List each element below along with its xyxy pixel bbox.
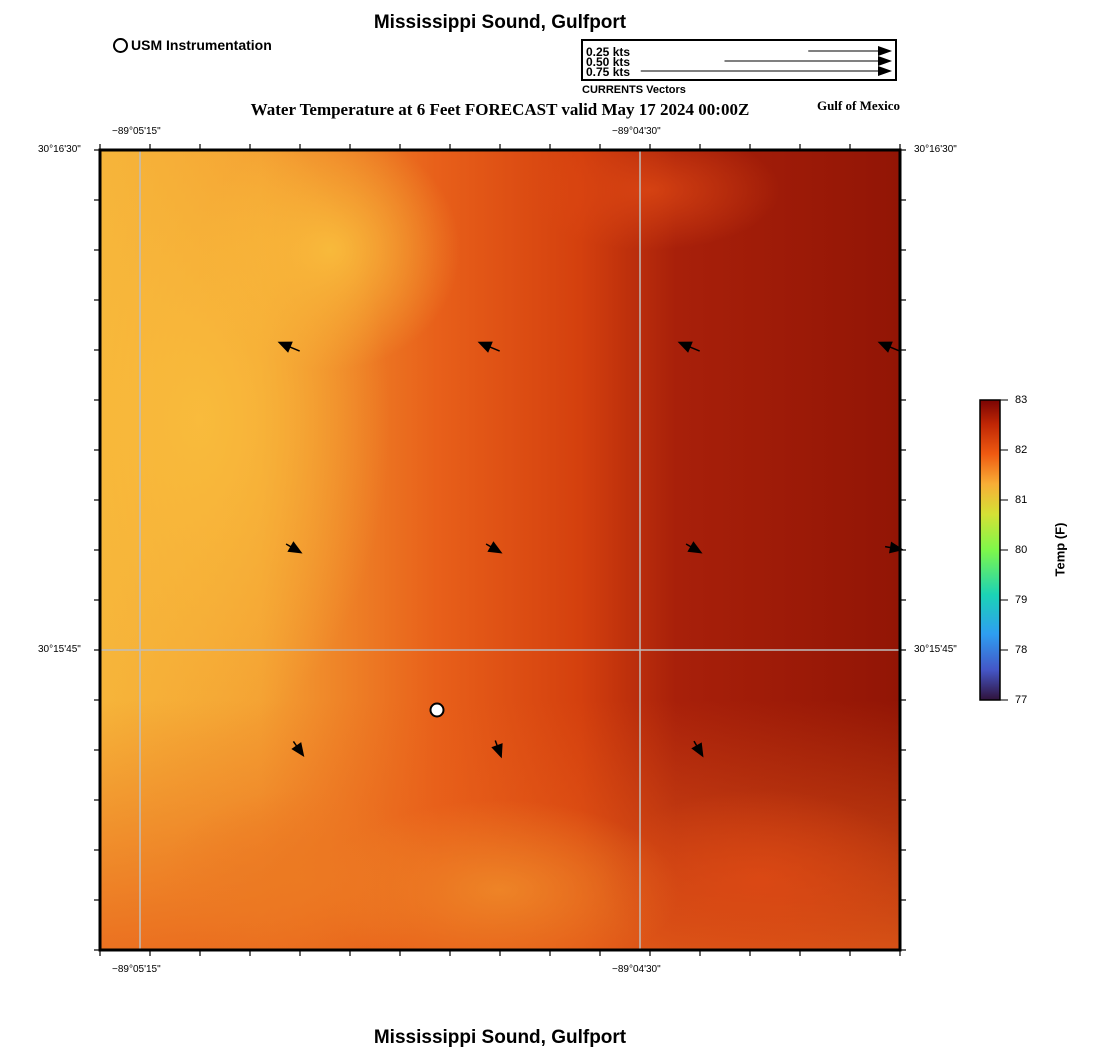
vector-scale-label: 0.50 kts: [586, 55, 631, 69]
scale-arrow-icon: [640, 66, 892, 76]
colorbar-tick-label: 82: [1015, 444, 1028, 456]
current-vector-arrow-icon: [677, 341, 700, 353]
lon-label-bottom: −89°05'15": [112, 964, 161, 975]
current-vectors: [277, 341, 904, 759]
colorbar-tick-label: 78: [1015, 644, 1028, 656]
lat-label-left: 30°16'30": [38, 144, 81, 155]
footer-title: Mississippi Sound, Gulfport: [373, 1027, 627, 1048]
station-marker[interactable]: [429, 702, 445, 718]
current-vector-arrow-icon: [477, 341, 500, 353]
current-vector-arrow-icon: [691, 740, 704, 758]
map-subtitle: Water Temperature at 6 Feet FORECAST val…: [250, 100, 750, 119]
graticule: [100, 150, 900, 950]
current-vector-arrow-icon: [685, 541, 703, 554]
usm-legend-label: USM Instrumentation: [131, 37, 272, 53]
colorbar-ticks: [1000, 399, 1008, 701]
colorbar-tick-label: 79: [1015, 594, 1028, 606]
colorbar-tick-label: 80: [1015, 544, 1028, 556]
lat-label-right: 30°16'30": [914, 144, 957, 155]
vector-scale-legend: 0.25 kts 0.50 kts 0.75 kts: [581, 39, 897, 81]
current-vector-arrow-icon: [491, 740, 503, 759]
lon-label-top: −89°04'30": [612, 126, 661, 137]
colorbar-title: Temp (F): [1052, 522, 1068, 577]
station-marker-icon: [113, 37, 128, 53]
map-title: Mississippi Sound, Gulfport: [373, 12, 627, 33]
current-vector-arrow-icon: [285, 541, 303, 554]
current-vector-arrow-icon: [291, 741, 305, 758]
frame-ticks: [94, 144, 906, 956]
scale-arrow-icon: [724, 56, 892, 66]
lon-label-top: −89°05'15": [112, 126, 161, 137]
usm-legend: USM Instrumentation: [113, 37, 272, 53]
region-label: Gulf of Mexico: [816, 98, 900, 113]
current-vector-arrow-icon: [884, 541, 904, 554]
current-vector-arrow-icon: [277, 341, 300, 353]
colorbar-tick-label: 83: [1015, 394, 1028, 406]
colorbar: [979, 399, 1001, 701]
vector-scale-arrows: [640, 46, 892, 76]
colorbar-tick-label: 77: [1015, 694, 1028, 706]
current-vector-arrow-icon: [877, 341, 900, 353]
lon-label-bottom: −89°04'30": [612, 964, 661, 975]
vector-scale-label: 0.75 kts: [586, 65, 631, 79]
lat-label-left: 30°15'45": [38, 644, 81, 655]
current-vector-arrow-icon: [485, 541, 503, 554]
vector-caption: CURRENTS Vectors: [582, 84, 686, 96]
temperature-field: [100, 150, 900, 950]
lat-label-right: 30°15'45": [914, 644, 957, 655]
colorbar-tick-label: 81: [1015, 494, 1028, 506]
vector-scale-label: 0.25 kts: [586, 45, 631, 59]
scale-arrow-icon: [808, 46, 892, 56]
